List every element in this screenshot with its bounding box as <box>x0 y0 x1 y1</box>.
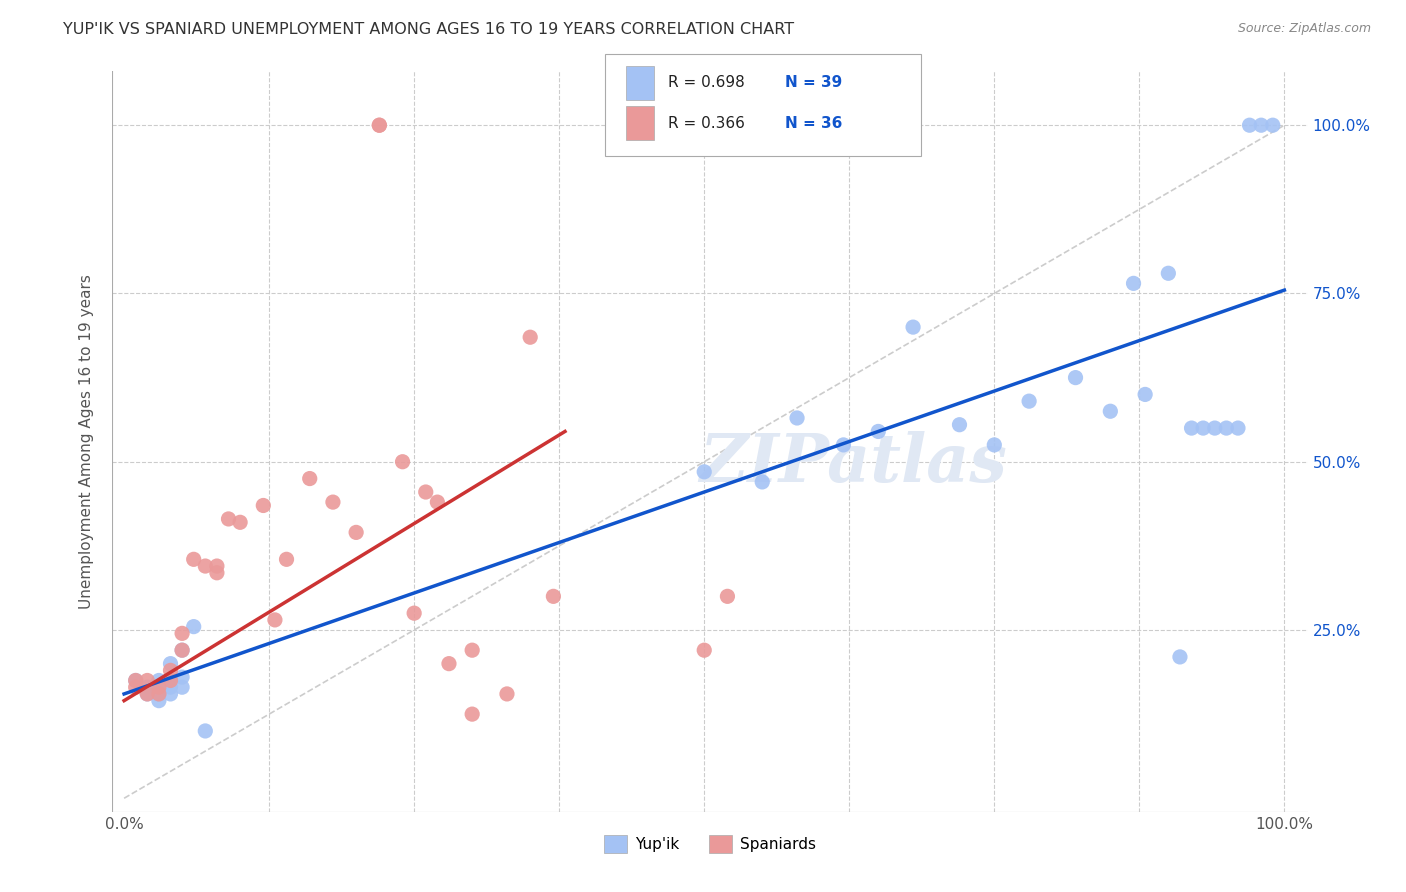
Point <box>751 475 773 489</box>
Point <box>519 330 541 344</box>
Text: N = 36: N = 36 <box>785 116 842 130</box>
Point <box>368 118 391 132</box>
Point <box>172 680 194 694</box>
Point <box>172 626 194 640</box>
Point <box>344 525 367 540</box>
Point <box>948 417 970 432</box>
Point <box>205 566 228 580</box>
Point <box>125 673 148 688</box>
Point <box>183 620 205 634</box>
Point <box>983 438 1005 452</box>
Point <box>148 687 170 701</box>
Legend: Yup'ik, Spaniards: Yup'ik, Spaniards <box>598 829 823 860</box>
Text: Source: ZipAtlas.com: Source: ZipAtlas.com <box>1237 22 1371 36</box>
Point <box>172 670 194 684</box>
Point <box>1215 421 1237 435</box>
Point <box>136 687 159 701</box>
Point <box>1064 370 1087 384</box>
Point <box>136 673 159 688</box>
Point <box>832 438 855 452</box>
Text: R = 0.366: R = 0.366 <box>668 116 745 130</box>
Point <box>194 723 217 738</box>
Y-axis label: Unemployment Among Ages 16 to 19 years: Unemployment Among Ages 16 to 19 years <box>79 274 94 609</box>
Point <box>461 707 484 722</box>
Text: ZIPatlas: ZIPatlas <box>700 431 1007 496</box>
Point <box>159 673 181 688</box>
Text: N = 39: N = 39 <box>785 76 842 90</box>
Point <box>1168 649 1191 664</box>
Point <box>693 643 716 657</box>
Point <box>159 680 181 694</box>
Point <box>172 643 194 657</box>
Point <box>148 694 170 708</box>
Point <box>496 687 519 701</box>
Point <box>1018 394 1040 409</box>
Point <box>264 613 287 627</box>
Point <box>368 118 391 132</box>
Point <box>183 552 205 566</box>
Point <box>426 495 449 509</box>
Point <box>1192 421 1215 435</box>
Point <box>1157 266 1180 280</box>
Point <box>415 485 437 500</box>
Point <box>716 590 738 604</box>
Point <box>391 455 413 469</box>
Point <box>136 680 159 694</box>
Point <box>461 643 484 657</box>
Point <box>1250 118 1272 132</box>
Point <box>1239 118 1261 132</box>
Point <box>172 643 194 657</box>
Point <box>252 499 274 513</box>
Point <box>1180 421 1202 435</box>
Point <box>901 320 924 334</box>
Point <box>159 687 181 701</box>
Point <box>298 472 321 486</box>
Point <box>194 559 217 574</box>
Point <box>322 495 344 509</box>
Point <box>159 673 181 688</box>
Point <box>693 465 716 479</box>
Point <box>125 680 148 694</box>
Point <box>148 680 170 694</box>
Point <box>148 687 170 701</box>
Point <box>148 680 170 694</box>
Text: YUP'IK VS SPANIARD UNEMPLOYMENT AMONG AGES 16 TO 19 YEARS CORRELATION CHART: YUP'IK VS SPANIARD UNEMPLOYMENT AMONG AG… <box>63 22 794 37</box>
Point <box>276 552 298 566</box>
Point <box>1099 404 1122 418</box>
Text: R = 0.698: R = 0.698 <box>668 76 745 90</box>
Point <box>868 425 890 439</box>
Point <box>1204 421 1226 435</box>
Point <box>205 559 228 574</box>
Point <box>437 657 460 671</box>
Point <box>125 673 148 688</box>
Point <box>404 606 426 620</box>
Point <box>136 687 159 701</box>
Point <box>229 516 252 530</box>
Point <box>543 590 565 604</box>
Point <box>159 657 181 671</box>
Point <box>218 512 240 526</box>
Point <box>1133 387 1156 401</box>
Point <box>1122 277 1144 291</box>
Point <box>1226 421 1249 435</box>
Point <box>786 411 808 425</box>
Point <box>148 673 170 688</box>
Point <box>1261 118 1284 132</box>
Point <box>159 664 181 678</box>
